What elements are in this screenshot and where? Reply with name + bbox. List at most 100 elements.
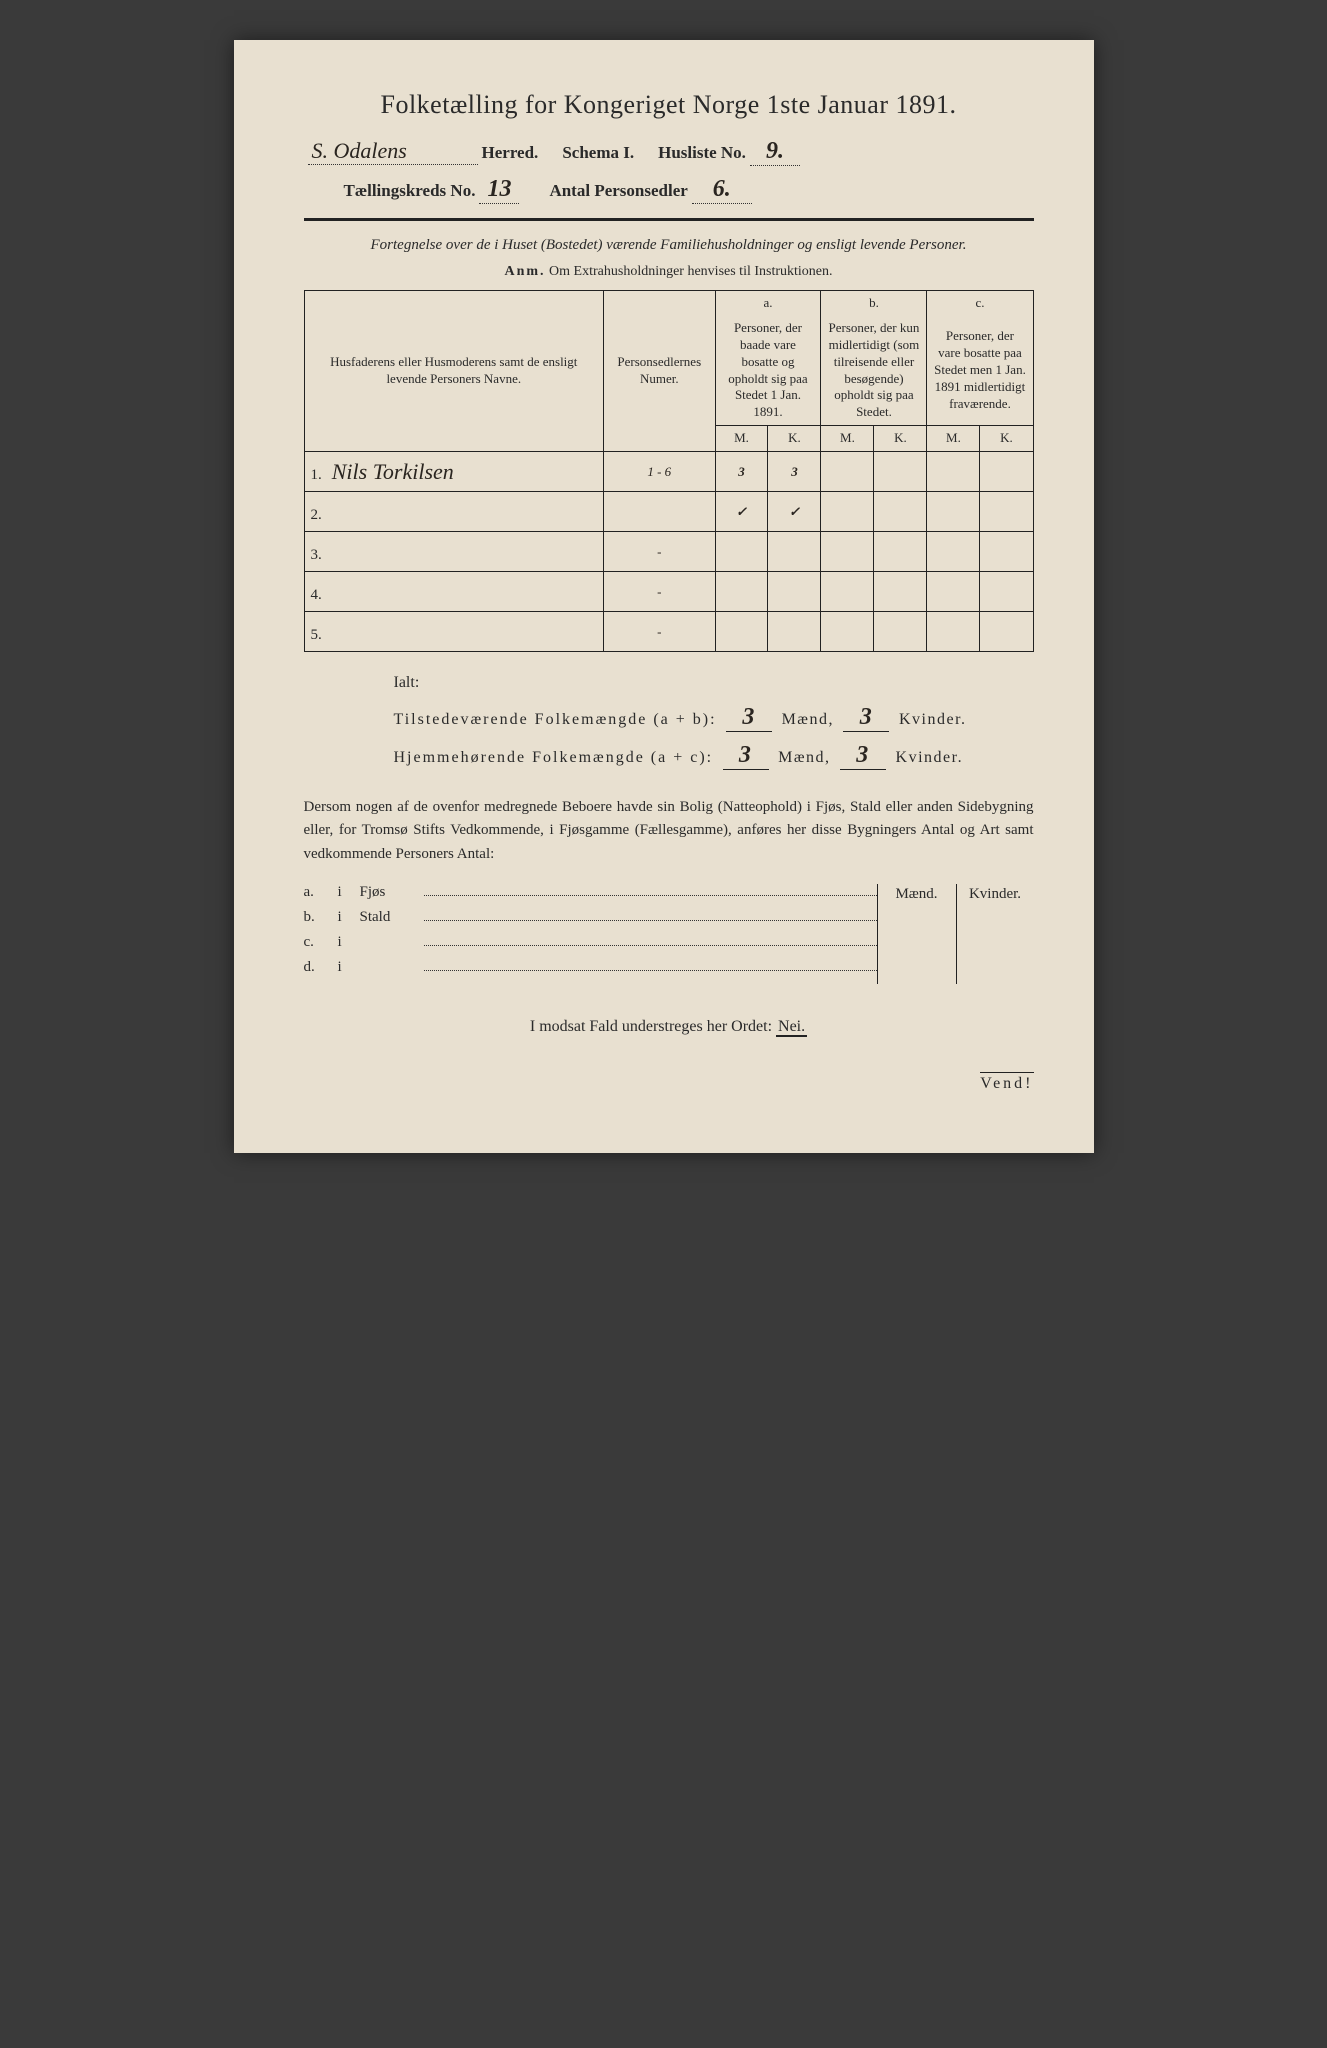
ialt-kvinder-2: Kvinder. — [896, 749, 964, 766]
col-c-k: K. — [980, 426, 1033, 452]
modsat-line: I modsat Fald understreges her Ordet: Ne… — [304, 1018, 1034, 1036]
anm-text: Om Extrahusholdninger henvises til Instr… — [549, 264, 832, 279]
ialt-kvinder-1: Kvinder. — [899, 711, 967, 728]
kreds-value: 13 — [479, 176, 519, 204]
col-b-header: Personer, der kun midlertidigt (som tilr… — [821, 316, 927, 426]
out-row-dots — [424, 934, 877, 946]
row-name-cell: 3. — [304, 532, 604, 572]
outbuildings-list: a.iFjøsb.iStaldc.id.i — [304, 884, 877, 984]
out-row-type: Fjøs — [360, 884, 420, 901]
table-row: 4. - — [304, 572, 1033, 612]
out-row-letter: d. — [304, 959, 338, 976]
header-line-1: S. Odalens Herred. Schema I. Husliste No… — [304, 138, 1034, 166]
row-ck — [980, 492, 1033, 532]
row-bm — [821, 572, 874, 612]
census-form-page: Folketælling for Kongeriget Norge 1ste J… — [234, 40, 1094, 1153]
row-am — [715, 612, 768, 652]
row-bk — [874, 452, 927, 492]
out-maend-col: Mænd. — [878, 884, 956, 984]
row-bk — [874, 492, 927, 532]
census-table: Husfaderens eller Husmoderens samt de en… — [304, 290, 1034, 652]
subtitle: Fortegnelse over de i Huset (Bostedet) v… — [304, 235, 1034, 256]
modsat-pre: I modsat Fald understreges her Ordet: — [530, 1018, 772, 1035]
row-bk — [874, 572, 927, 612]
row-cm — [927, 612, 980, 652]
out-row-type: Stald — [360, 909, 420, 926]
row-bk — [874, 612, 927, 652]
husliste-value: 9. — [750, 138, 800, 166]
out-row-dots — [424, 909, 877, 921]
row-num-cell: 1 - 6 — [604, 452, 715, 492]
herred-value: S. Odalens — [308, 138, 478, 165]
ialt-line-2: Hjemmehørende Folkemængde (a + c): 3 Mæn… — [394, 742, 1034, 770]
col-b-letter: b. — [821, 291, 927, 316]
row-cm — [927, 532, 980, 572]
out-row-dots — [424, 959, 877, 971]
col-header-num: Personsedlernes Numer. — [604, 291, 715, 452]
header-line-2: Tællingskreds No. 13 Antal Personsedler … — [304, 176, 1034, 204]
row-bm — [821, 612, 874, 652]
ialt-maend-1: Mænd, — [782, 711, 834, 728]
row-ck — [980, 452, 1033, 492]
out-row-letter: c. — [304, 934, 338, 951]
row-name-cell: 5. — [304, 612, 604, 652]
row-cm — [927, 572, 980, 612]
page-title: Folketælling for Kongeriget Norge 1ste J… — [304, 90, 1034, 120]
col-c-header: Personer, der vare bosatte paa Stedet me… — [927, 316, 1033, 426]
out-row-i: i — [338, 934, 360, 951]
row-ak: 3 — [768, 452, 821, 492]
kreds-label: Tællingskreds No. — [344, 181, 476, 201]
out-kvinder-col: Kvinder. — [956, 884, 1034, 984]
row-am: ✓ — [715, 492, 768, 532]
col-c-m: M. — [927, 426, 980, 452]
divider-rule — [304, 218, 1034, 221]
outbuilding-row: a.iFjøs — [304, 884, 877, 901]
ialt-l2-label: Hjemmehørende Folkemængde (a + c): — [394, 749, 714, 766]
outbuilding-row: b.iStald — [304, 909, 877, 926]
out-row-letter: b. — [304, 909, 338, 926]
out-row-i: i — [338, 959, 360, 976]
out-row-i: i — [338, 909, 360, 926]
col-header-name: Husfaderens eller Husmoderens samt de en… — [304, 291, 604, 452]
ialt-v1m: 3 — [726, 704, 772, 732]
antal-value: 6. — [692, 176, 752, 204]
antal-label: Antal Personsedler — [549, 181, 687, 201]
row-name-cell: 1. Nils Torkilsen — [304, 452, 604, 492]
vend-label: Vend! — [980, 1072, 1033, 1093]
out-row-letter: a. — [304, 884, 338, 901]
ialt-title: Ialt: — [394, 674, 1034, 692]
row-cm — [927, 492, 980, 532]
row-am — [715, 572, 768, 612]
col-a-m: M. — [715, 426, 768, 452]
row-bm — [821, 532, 874, 572]
col-a-letter: a. — [715, 291, 821, 316]
table-row: 1. Nils Torkilsen1 - 633 — [304, 452, 1033, 492]
col-a-k: K. — [768, 426, 821, 452]
col-b-k: K. — [874, 426, 927, 452]
col-a-header: Personer, der baade vare bosatte og opho… — [715, 316, 821, 426]
row-num-cell — [604, 492, 715, 532]
outbuilding-row: d.i — [304, 959, 877, 976]
ialt-v2k: 3 — [840, 742, 886, 770]
row-ak — [768, 532, 821, 572]
ialt-v1k: 3 — [843, 704, 889, 732]
husliste-label: Husliste No. — [658, 143, 746, 163]
outbuilding-row: c.i — [304, 934, 877, 951]
table-row: 5. - — [304, 612, 1033, 652]
row-num-cell: - — [604, 532, 715, 572]
row-ck — [980, 612, 1033, 652]
row-ck — [980, 572, 1033, 612]
row-ak: ✓ — [768, 492, 821, 532]
anm-line: Anm. Om Extrahusholdninger henvises til … — [304, 264, 1034, 280]
modsat-nei: Nei. — [776, 1018, 807, 1037]
out-row-i: i — [338, 884, 360, 901]
row-ck — [980, 532, 1033, 572]
outbuildings-counts: Mænd. Kvinder. — [877, 884, 1034, 984]
outbuilding-paragraph: Dersom nogen af de ovenfor medregnede Be… — [304, 796, 1034, 866]
row-ak — [768, 572, 821, 612]
herred-label: Herred. — [482, 143, 539, 163]
row-am: 3 — [715, 452, 768, 492]
totals-block: Ialt: Tilstedeværende Folkemængde (a + b… — [394, 674, 1034, 770]
row-cm — [927, 452, 980, 492]
table-row: 2. ✓✓ — [304, 492, 1033, 532]
